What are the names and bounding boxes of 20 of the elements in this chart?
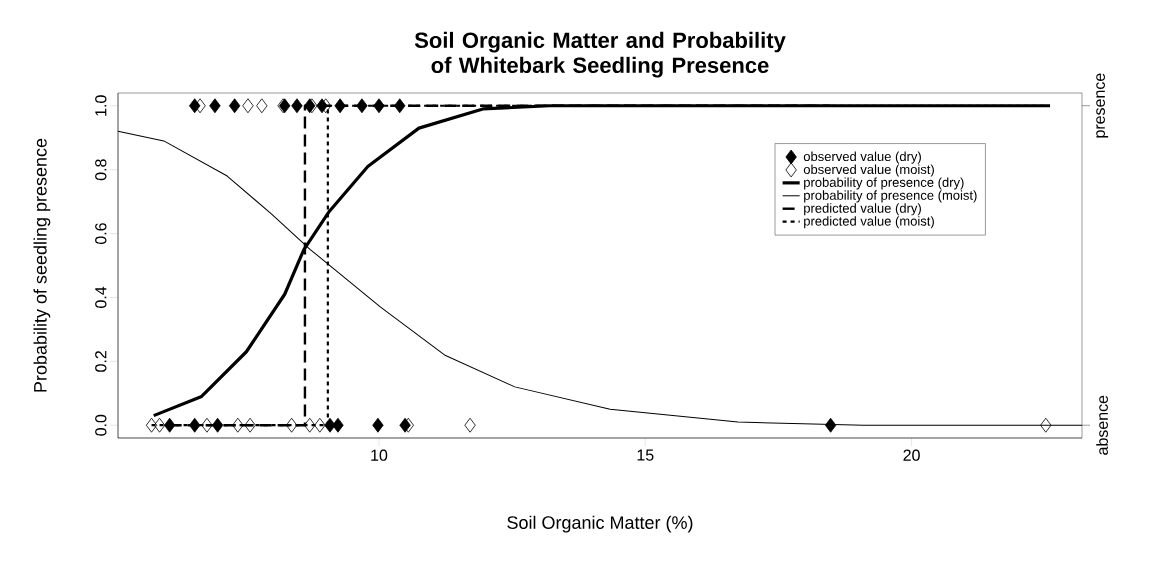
- y-tick-label: 0.6: [95, 223, 107, 245]
- y-tick-label: 0.8: [95, 159, 107, 181]
- x-axis-title: Soil Organic Matter (%): [507, 515, 693, 533]
- legend-label: probability of presence (moist): [804, 190, 977, 203]
- legend-label: observed value (dry): [803, 151, 921, 164]
- y-tick-label: 0.0: [95, 414, 107, 436]
- legend-label: probability of presence (dry): [804, 177, 964, 190]
- text: absence: [1096, 395, 1108, 455]
- y-axis-title: Probability of seedling presence: [33, 138, 51, 392]
- y-tick-label: 0.2: [95, 351, 107, 372]
- x-tick-label: 20: [903, 449, 920, 461]
- y-tick-label: 0.4: [95, 286, 107, 308]
- y-tick-label: 1.0: [95, 95, 107, 116]
- text: presence: [1096, 73, 1109, 138]
- x-tick-label: 15: [637, 449, 654, 461]
- x-tick-label: 10: [371, 449, 388, 461]
- legend-label: predicted value (dry): [804, 203, 921, 216]
- legend-label: observed value (moist): [803, 164, 934, 177]
- legend-label: predicted value (moist): [804, 216, 934, 229]
- chart-title: Soil Organic Matter and Probability of Whitebark Seedling Presence: [414, 31, 786, 78]
